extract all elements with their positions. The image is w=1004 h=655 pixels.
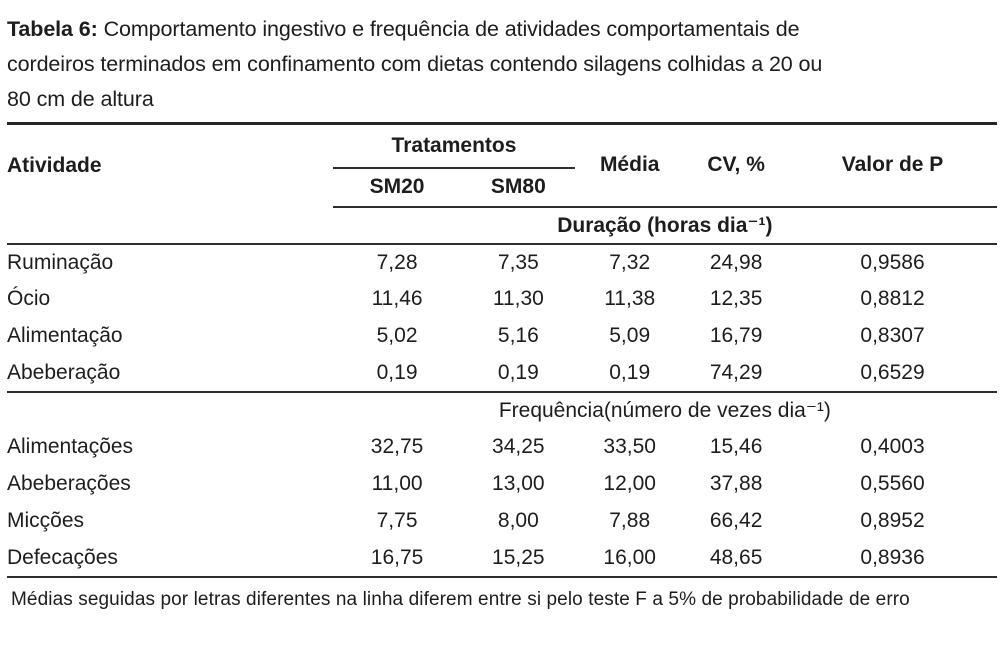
activity-cell: Micções [7,509,85,532]
table-row-alimentacoes: Alimentações 32,75 34,25 33,50 15,46 0,4… [7,429,997,466]
activity-cell: Abeberações [7,472,131,495]
value-cell-cv: 16,79 [709,324,763,347]
value-cell-p: 0,8812 [860,287,925,310]
value-cell-media: 16,00 [575,539,685,578]
caption-text-1: Comportamento ingestivo e frequência de … [103,17,800,41]
value-cell-sm20: 5,02 [376,324,418,347]
section-label-duracao: Duração (horas dia⁻¹) [332,206,997,245]
header-row-2: SM20 SM80 [7,167,997,208]
table-row-abeberacao: Abeberação 0,19 0,19 0,19 74,29 0,6529 [7,354,997,393]
table-row-abeberacoes: Abeberações 11,00 13,00 12,00 37,88 0,55… [7,466,997,503]
value-cell-sm80: 11,30 [492,287,544,310]
value-cell-media: 33,50 [603,435,656,458]
section-label-frequencia: Frequência(número de vezes dia⁻¹) [498,399,831,422]
table-row-ruminacao: Ruminação 7,28 7,35 7,32 24,98 0,9586 [7,244,997,281]
value-cell-sm80: 5,16 [497,324,539,347]
section-header-frequencia: Frequência(número de vezes dia⁻¹) [7,392,997,429]
column-header-tratamentos: Tratamentos [332,123,576,169]
table-row-defecacoes: Defecações 16,75 15,25 16,00 48,65 0,893… [7,539,997,578]
value-cell-cv: 24,98 [709,250,763,274]
value-cell-sm20: 11,00 [371,472,423,495]
column-header-sm80: SM80 [461,167,576,208]
table-row-alimentacao: Alimentação 5,02 5,16 5,09 16,79 0,8307 [7,318,997,355]
activity-cell: Defecações [7,539,333,578]
value-cell-sm20: 7,28 [376,250,418,274]
value-cell-media: 7,32 [609,250,651,274]
table-row-miccoes: Micções 7,75 8,00 7,88 66,42 0,8952 [7,503,997,540]
section-header-duracao: Duração (horas dia⁻¹) [7,206,997,245]
activity-cell: Alimentações [7,435,134,458]
value-cell-p: 0,8307 [860,324,925,347]
caption-tag: Tabela 6: [7,17,98,41]
data-table: Atividade Tratamentos Média CV, % Valor … [7,122,997,578]
table-footnote: Médias seguidas por letras diferentes na… [11,588,910,610]
value-cell-p: 0,5560 [860,472,925,495]
value-cell-media: 12,00 [603,472,656,495]
empty-cell [7,206,333,245]
activity-cell: Ócio [7,287,51,310]
activity-cell: Ruminação [7,250,114,274]
activity-cell: Abeberação [7,354,333,393]
column-header-media: Média [575,123,685,208]
table-row-ocio: Ócio 11,46 11,30 11,38 12,35 0,8812 [7,281,997,318]
value-cell-cv: 37,88 [709,472,763,495]
value-cell-cv: 15,46 [709,435,763,458]
value-cell-p: 0,4003 [860,435,925,458]
value-cell-p: 0,8936 [788,539,997,578]
value-cell-sm80: 15,25 [461,539,576,578]
value-cell-p: 0,6529 [788,354,997,393]
value-cell-sm80: 8,00 [497,509,539,532]
value-cell-media: 5,09 [609,324,651,347]
value-cell-cv: 12,35 [709,287,763,310]
empty-cell [7,392,333,429]
value-cell-sm20: 7,75 [376,509,418,532]
value-cell-sm20: 16,75 [332,539,462,578]
value-cell-sm80: 34,25 [492,435,545,458]
value-cell-media: 0,19 [575,354,685,393]
header-row-1: Atividade Tratamentos Média CV, % Valor … [7,123,997,208]
table-caption: Tabela 6: Comportamento ingestivo e freq… [7,12,997,117]
column-header-valor-de-p: Valor de P [788,123,997,208]
value-cell-sm80: 13,00 [492,472,545,495]
value-cell-media: 11,38 [604,287,656,310]
value-cell-cv: 48,65 [684,539,789,578]
value-cell-sm80: 7,35 [497,250,539,274]
value-cell-sm20: 32,75 [370,435,424,458]
column-header-cv: CV, % [684,123,789,208]
value-cell-cv: 66,42 [709,509,763,532]
column-header-atividade: Atividade [7,153,102,177]
caption-line-3: 80 cm de altura [7,87,154,111]
activity-cell: Alimentação [7,324,123,347]
column-header-sm20: SM20 [332,167,462,208]
value-cell-sm20: 0,19 [332,354,462,393]
value-cell-sm80: 0,19 [461,354,576,393]
caption-line-2: cordeiros terminados em confinamento com… [7,52,823,76]
caption-line-1: Tabela 6: Comportamento ingestivo e freq… [7,12,997,47]
value-cell-sm20: 11,46 [371,287,423,310]
value-cell-p: 0,9586 [860,250,925,274]
value-cell-p: 0,8952 [860,509,925,532]
value-cell-cv: 74,29 [684,354,789,393]
value-cell-media: 7,88 [609,509,651,532]
